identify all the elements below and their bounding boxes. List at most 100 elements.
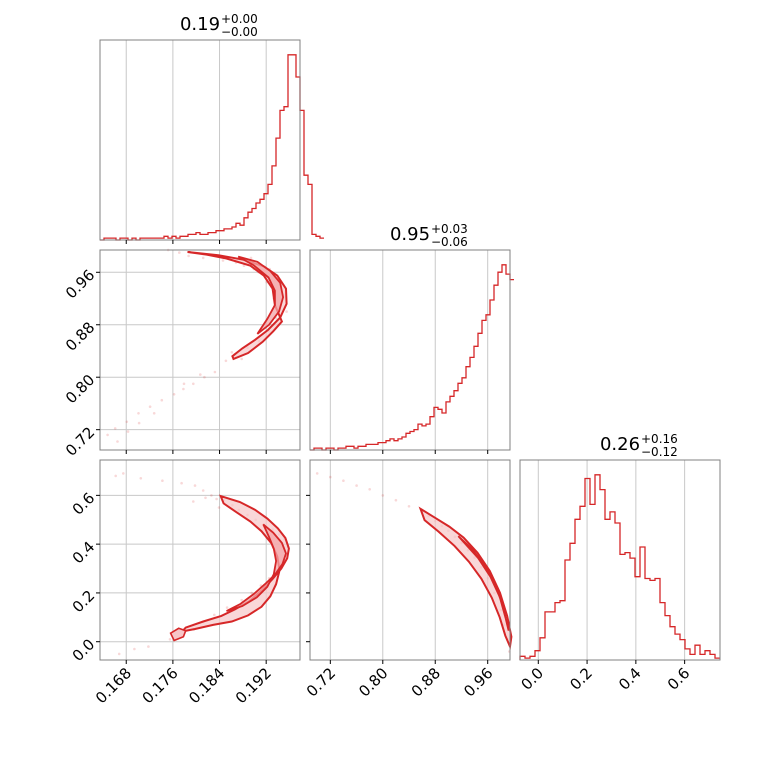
panels-layer: 0.720.800.880.960.00.20.40.60.168 0.176 0.… — [62, 39, 721, 707]
scatter-point — [368, 488, 372, 491]
scatter-point — [137, 421, 141, 425]
scatter-point — [114, 474, 117, 478]
scatter-point — [126, 430, 130, 433]
title-minus-1: −0.06 — [431, 235, 468, 249]
scatter-point — [192, 382, 195, 386]
scatter-point — [125, 420, 129, 424]
ytick-label: 0.4 — [69, 538, 99, 568]
scatter-point — [407, 505, 411, 508]
panel-h2: 0.0 0.2 0.4 0.6 — [518, 459, 721, 694]
panel-s20: 0.0 0.2 0.4 0.6 0.168 0.176 0.184 0.192 — [69, 459, 301, 707]
panel-h0 — [99, 39, 324, 244]
scatter-point — [182, 387, 185, 391]
ytick-label: 0.2 — [69, 587, 99, 617]
contour-level-inner — [457, 535, 510, 631]
contour-level-outer — [187, 251, 288, 361]
histogram-step-line — [310, 264, 514, 451]
title-minus-0: −0.00 — [221, 25, 258, 39]
xtick-label: 0.0 — [518, 664, 548, 694]
panel-frame — [99, 459, 301, 661]
contour-level-inner — [226, 523, 287, 612]
scatter-point — [249, 256, 253, 260]
scatter-point — [381, 494, 385, 497]
scatter-point — [147, 645, 150, 648]
contour-level-inner — [237, 255, 285, 335]
title-value-1: 0.95 — [390, 224, 430, 245]
scatter-point — [201, 256, 205, 260]
scatter-point — [230, 351, 234, 354]
xtick-label: 0.192 — [232, 664, 275, 707]
ytick-label: 0.96 — [62, 266, 98, 302]
title-minus-2: −0.12 — [641, 445, 678, 459]
contour-level-outer — [418, 506, 513, 651]
scatter-point — [225, 606, 229, 609]
panel-frame — [309, 249, 511, 451]
scatter-point — [180, 481, 183, 485]
scatter-point — [113, 427, 117, 430]
panel-frame — [99, 39, 301, 241]
scatter-point — [116, 440, 119, 443]
histogram-step-line — [100, 54, 324, 241]
title-plus-0: +0.00 — [221, 12, 258, 26]
scatter-point — [215, 497, 218, 501]
scatter-point — [240, 598, 243, 602]
scatter-point — [187, 254, 190, 258]
scatter-point — [203, 375, 206, 379]
xtick-label: 0.184 — [185, 664, 228, 707]
scatter-point — [178, 251, 181, 254]
xtick-label: 0.2 — [566, 664, 596, 694]
xtick-label: 0.4 — [615, 664, 645, 694]
scatter-point — [394, 498, 398, 502]
title-value-0: 0.19 — [180, 14, 220, 35]
title-param-1: 0.95 — [390, 224, 430, 245]
histogram-step-line — [519, 474, 720, 660]
scatter-point — [285, 310, 288, 313]
contour-level-outer — [179, 494, 290, 634]
scatter-point — [342, 479, 345, 483]
xtick-label: 0.96 — [460, 664, 496, 700]
panel-frame — [99, 249, 301, 451]
ytick-label: 0.6 — [69, 489, 99, 519]
ytick-label: 0.88 — [62, 318, 98, 354]
scatter-point — [250, 591, 253, 595]
scatter-point — [133, 647, 136, 651]
scatter-point — [152, 412, 156, 415]
scatter-point — [201, 489, 205, 492]
scatter-point — [172, 393, 176, 396]
panel-s21: 0.72 0.80 0.88 0.96 — [303, 459, 513, 700]
scatter-point — [122, 472, 125, 475]
scatter-point — [137, 412, 140, 415]
scatter-point — [193, 484, 197, 487]
scatter-point — [240, 357, 243, 361]
scatter-point — [160, 398, 164, 402]
scatter-point — [192, 500, 195, 503]
scatter-point — [355, 484, 358, 487]
panel-frame — [309, 459, 511, 661]
scatter-point — [204, 496, 207, 500]
title-plus-1: +0.03 — [431, 222, 468, 236]
contour-level-blob — [169, 627, 187, 642]
panel-s10: 0.72 0.80 0.88 0.96 — [62, 248, 301, 460]
panel-frame — [519, 459, 721, 661]
title-param-2: 0.26 — [600, 434, 640, 455]
scatter-point — [148, 405, 152, 409]
scatter-point — [315, 472, 319, 475]
ytick-label: 0.80 — [62, 371, 98, 407]
scatter-point — [221, 259, 225, 262]
xtick-label: 0.80 — [355, 664, 391, 700]
title-value-2: 0.26 — [600, 434, 640, 455]
scatter-point — [182, 382, 186, 386]
xtick-label: 0.88 — [408, 664, 444, 700]
scatter-point — [213, 370, 217, 374]
xtick-label: 0.176 — [139, 664, 182, 707]
scatter-point — [210, 494, 213, 497]
scatter-point — [224, 359, 228, 363]
xtick-label: 0.72 — [303, 664, 339, 700]
scatter-point — [199, 373, 202, 376]
scatter-point — [217, 506, 221, 509]
panel-h1 — [309, 249, 514, 454]
ytick-label: 0.72 — [62, 423, 98, 459]
scatter-point — [106, 433, 109, 437]
scatter-point — [117, 652, 121, 656]
ytick-label: 0.0 — [69, 635, 99, 665]
